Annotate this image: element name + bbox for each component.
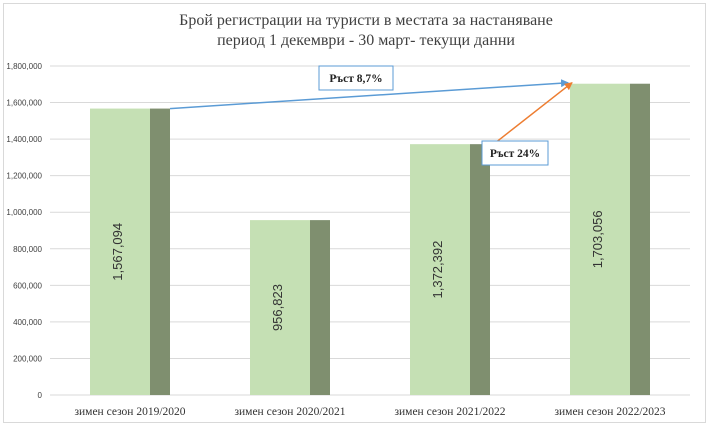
y-tick-label: 800,000 xyxy=(13,245,42,254)
growth-arrow-orange xyxy=(490,82,573,147)
x-category-label: зимен сезон 2022/2023 xyxy=(554,406,665,418)
bar-2-shade xyxy=(310,220,330,395)
bar-4-shade xyxy=(630,83,650,395)
x-category-label: зимен сезон 2020/2021 xyxy=(234,406,345,418)
bar-4 xyxy=(570,83,630,395)
data-label: 1,372,392 xyxy=(430,241,445,299)
bar-1-shade xyxy=(150,108,170,395)
annotation-text-growth-8-7: Ръст 8,7% xyxy=(329,73,382,85)
x-category-label: зимен сезон 2021/2022 xyxy=(394,406,505,418)
bar-3-shade xyxy=(470,144,490,395)
y-tick-label: 600,000 xyxy=(13,281,42,290)
y-tick-label: 200,000 xyxy=(13,354,42,363)
y-tick-label: 1,200,000 xyxy=(6,172,42,181)
y-tick-label: 400,000 xyxy=(13,318,42,327)
y-tick-label: 1,800,000 xyxy=(6,62,42,71)
y-tick-label: 1,000,000 xyxy=(6,208,42,217)
bar-2 xyxy=(250,220,310,395)
annotation-box-growth-8-7 xyxy=(318,65,394,91)
data-label: 1,567,094 xyxy=(110,223,125,281)
annotation-text-growth-24: Ръст 24% xyxy=(490,148,540,160)
data-label: 956,823 xyxy=(270,284,285,331)
y-tick-label: 1,600,000 xyxy=(6,99,42,108)
annotation-box-growth-24 xyxy=(481,140,549,166)
chart-title: Брой регистрации на туристи в местата за… xyxy=(179,12,553,29)
bar-1 xyxy=(90,108,150,395)
growth-arrow-blue xyxy=(169,79,569,110)
y-tick-label: 1,400,000 xyxy=(6,135,42,144)
data-label: 1,703,056 xyxy=(590,210,605,268)
y-tick-label: 0 xyxy=(38,391,43,400)
x-category-label: зимен сезон 2019/2020 xyxy=(74,406,185,418)
bar-3 xyxy=(410,144,470,395)
chart-subtitle: период 1 декември - 30 март- текущи данн… xyxy=(217,32,515,49)
